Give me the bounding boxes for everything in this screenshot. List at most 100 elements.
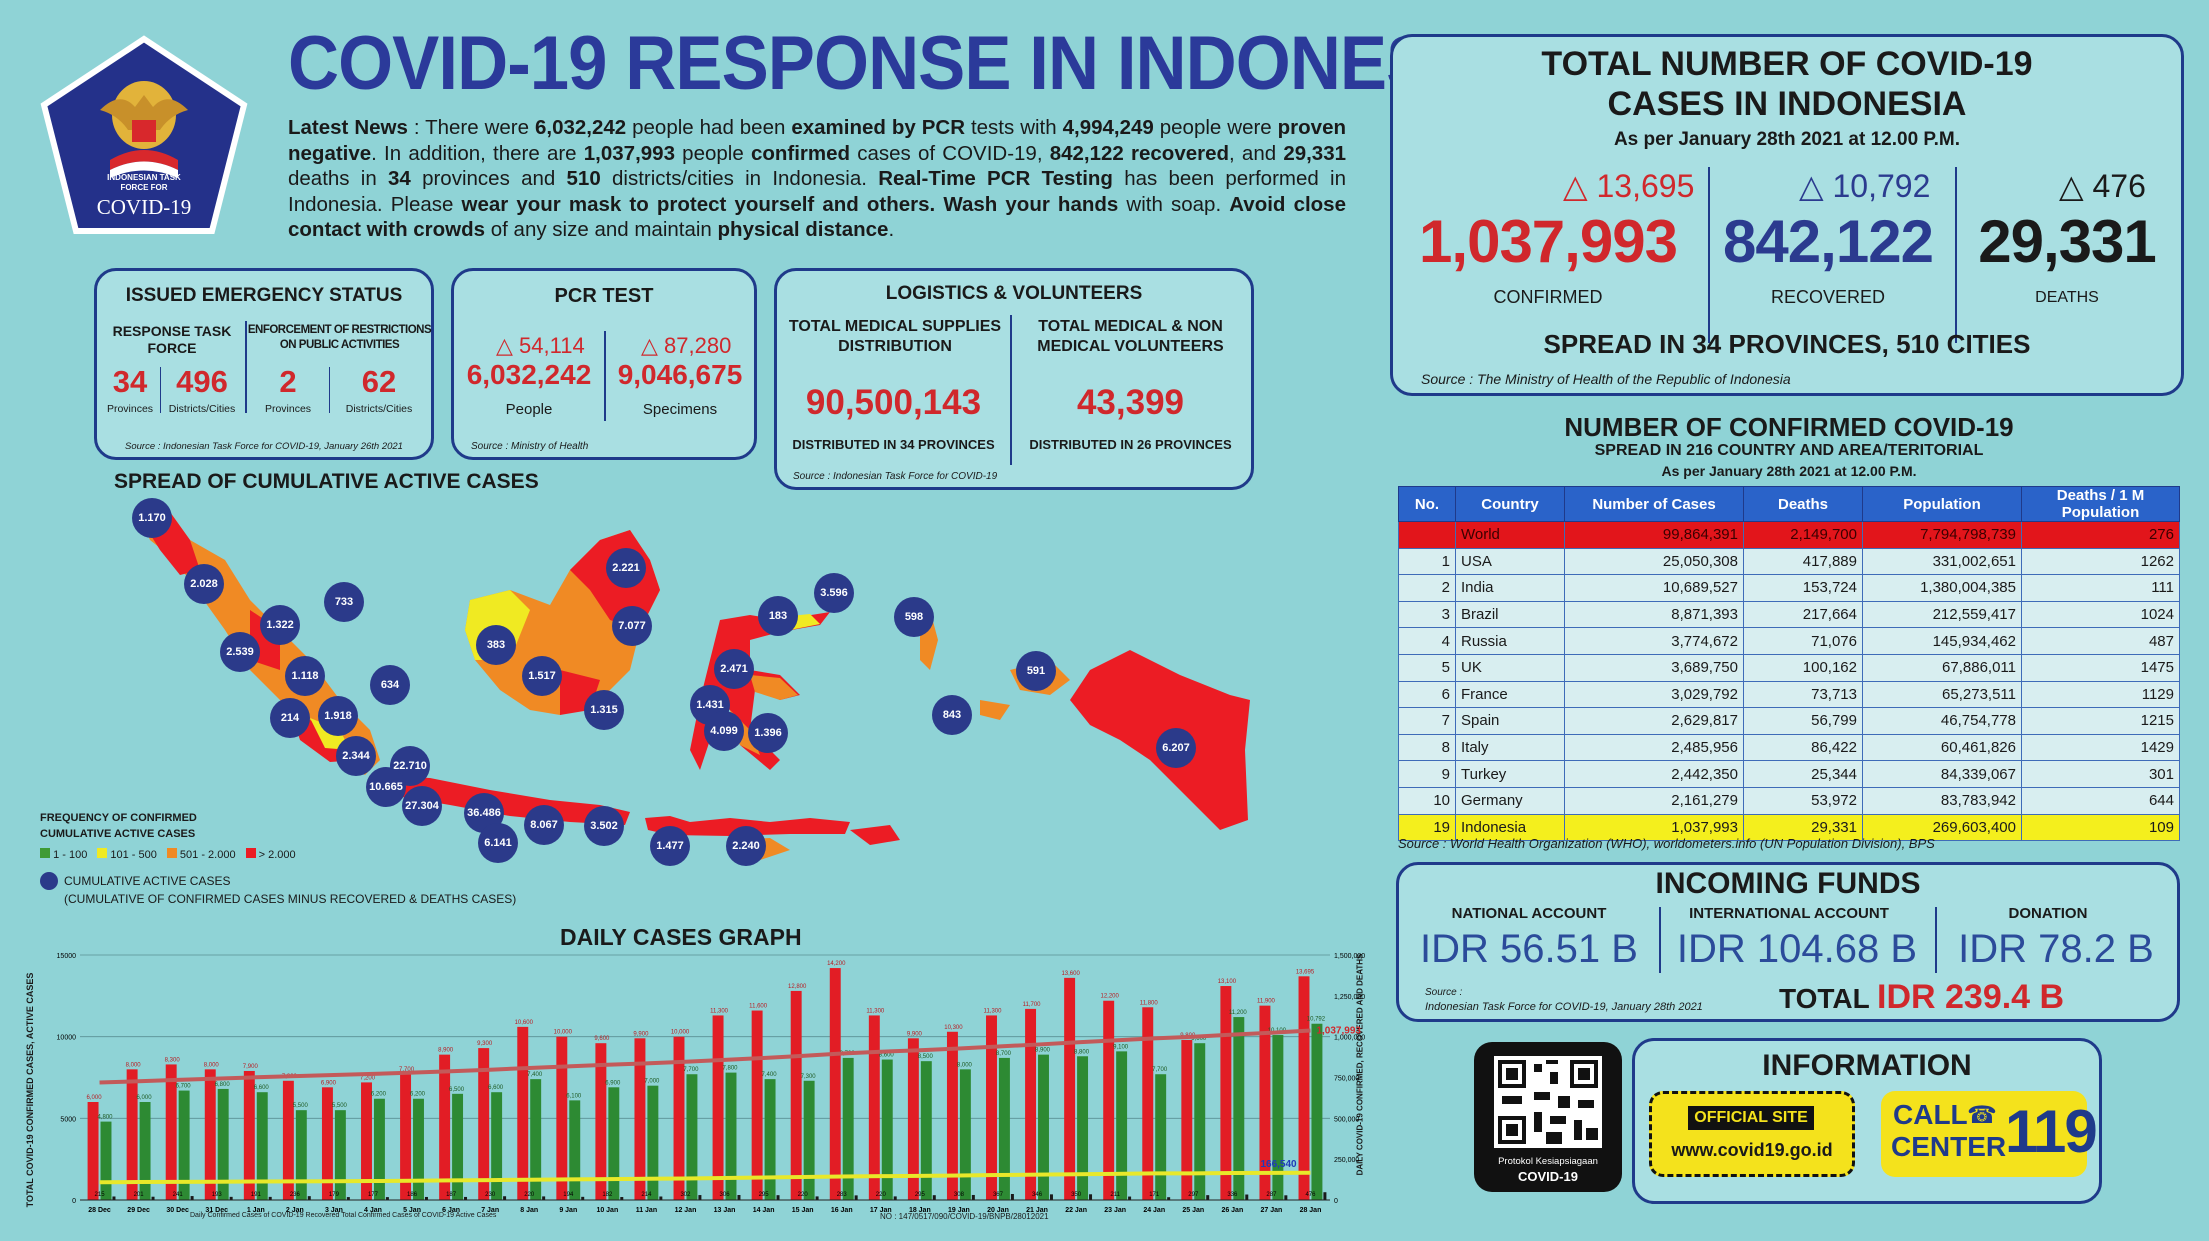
donation-label: DONATION bbox=[2008, 905, 2088, 922]
x-tick-label: 18 Jan bbox=[909, 1207, 931, 1214]
donation-value: IDR 78.2 B bbox=[1958, 927, 2154, 971]
bar-recovered bbox=[1233, 1017, 1245, 1200]
map-title: SPREAD OF CUMULATIVE ACTIVE CASES bbox=[114, 470, 539, 493]
bar-deaths bbox=[659, 1196, 663, 1200]
table-cell: 276 bbox=[2021, 521, 2180, 549]
emergency-status-panel: ISSUED EMERGENCY STATUS RESPONSE TASK FO… bbox=[94, 268, 434, 460]
y2-tick-label: 0 bbox=[1334, 1198, 1338, 1205]
bar-recovered bbox=[725, 1072, 737, 1200]
pcr-specimen-increase: △ 87,280 bbox=[641, 333, 732, 358]
qr-code-card[interactable]: Protokol Kesiapsiagaan COVID-19 bbox=[1474, 1042, 1622, 1192]
map-case-dot: 3.502 bbox=[584, 806, 624, 846]
restriction-provinces-value: 2 bbox=[279, 364, 297, 399]
bar-recovered bbox=[647, 1085, 659, 1200]
confirmed-data-label: 11,800 bbox=[1140, 1000, 1159, 1006]
deaths-data-label: 476 bbox=[1305, 1192, 1316, 1198]
bar-confirmed bbox=[790, 990, 802, 1200]
logo-shield-icon bbox=[40, 35, 248, 234]
deaths-total: 29,331 bbox=[1978, 208, 2157, 275]
legend-title-2: CUMULATIVE ACTIVE CASES bbox=[40, 828, 196, 840]
table-row: 9 Turkey 2,442,350 25,344 84,339,067 301 bbox=[1398, 760, 2180, 788]
table-cell: 1475 bbox=[2021, 653, 2180, 682]
bar-confirmed bbox=[829, 968, 841, 1200]
x-tick-label: 15 Jan bbox=[792, 1207, 814, 1214]
recovered-data-label: 4,800 bbox=[97, 1115, 113, 1121]
recovered-data-label: 7,400 bbox=[527, 1072, 543, 1078]
confirmed-label: CONFIRMED bbox=[1493, 287, 1603, 307]
legend-item: 1 - 100 bbox=[40, 848, 87, 861]
confirmed-data-label: 9,600 bbox=[594, 1036, 610, 1042]
bar-deaths bbox=[1284, 1195, 1288, 1200]
bar-deaths bbox=[581, 1196, 585, 1200]
map-case-dot: 598 bbox=[894, 597, 934, 637]
table-cell: 86,422 bbox=[1743, 733, 1863, 762]
bar-recovered bbox=[764, 1079, 776, 1200]
table-cell: 111 bbox=[2021, 574, 2180, 602]
official-site-badge[interactable]: OFFICIAL SITE www.covid19.go.id bbox=[1649, 1091, 1855, 1177]
recovered-data-label: 8,600 bbox=[879, 1053, 895, 1059]
confirmed-data-label: 6,000 bbox=[87, 1095, 103, 1101]
bar-deaths bbox=[1323, 1192, 1327, 1200]
deaths-data-label: 350 bbox=[1071, 1192, 1082, 1198]
bar-recovered bbox=[881, 1059, 893, 1200]
qr-caption-2: COVID-19 bbox=[1518, 1169, 1578, 1184]
bar-recovered bbox=[100, 1121, 112, 1200]
table-row-world: World 99,864,391 2,149,700 7,794,798,739 276 bbox=[1398, 521, 2180, 549]
map-case-dot: 4.099 bbox=[704, 711, 744, 751]
table-cell: 71,076 bbox=[1743, 627, 1863, 655]
table-cell: India bbox=[1455, 574, 1565, 602]
recovered-data-label: 9,600 bbox=[1191, 1036, 1207, 1042]
recovered-data-label: 6,200 bbox=[371, 1092, 387, 1098]
task-force-logo: INDONESIAN TASK FORCE FOR COVID-19 bbox=[40, 35, 248, 235]
table-cell: Germany bbox=[1455, 786, 1565, 815]
bar-recovered bbox=[452, 1093, 464, 1200]
task-force-cities-label: Districts/Cities bbox=[168, 403, 236, 415]
bar-confirmed bbox=[868, 1015, 880, 1200]
bar-recovered bbox=[178, 1090, 190, 1200]
bar-recovered bbox=[491, 1092, 503, 1200]
confirmed-data-label: 8,300 bbox=[165, 1057, 181, 1063]
x-tick-label: 31 Dec bbox=[205, 1207, 228, 1214]
legend-title-1: FREQUENCY OF CONFIRMED bbox=[40, 812, 197, 824]
bar-confirmed bbox=[1103, 1000, 1115, 1200]
bar-deaths bbox=[1049, 1194, 1053, 1200]
y2-tick-label: 1,250,000 bbox=[1334, 994, 1365, 1001]
confirmed-data-label: 6,900 bbox=[321, 1080, 337, 1086]
bar-deaths bbox=[698, 1195, 702, 1200]
bar-confirmed bbox=[1064, 977, 1076, 1200]
official-site-url[interactable]: www.covid19.go.id bbox=[1671, 1140, 1833, 1160]
x-tick-label: 16 Jan bbox=[831, 1207, 853, 1214]
call-center-badge[interactable]: CALL CENTER ☎ 119 bbox=[1881, 1091, 2098, 1177]
deaths-increase: △ 476 bbox=[2059, 168, 2146, 204]
bar-confirmed bbox=[1220, 986, 1232, 1200]
table-cell: 109 bbox=[2021, 813, 2180, 842]
information-panel: INFORMATION OFFICIAL SITE www.covid19.go… bbox=[1632, 1038, 2102, 1204]
y-tick-label: 10000 bbox=[57, 1035, 77, 1042]
task-force-provinces-value: 34 bbox=[112, 364, 148, 399]
recovered-data-label: 7,300 bbox=[801, 1074, 817, 1080]
table-cell: World bbox=[1455, 521, 1565, 549]
national-account-value: IDR 56.51 B bbox=[1420, 927, 1638, 971]
deaths-data-label: 302 bbox=[680, 1192, 691, 1198]
confirmed-data-label: 13,600 bbox=[1061, 971, 1080, 977]
confirmed-data-label: 11,300 bbox=[866, 1008, 885, 1014]
col-deaths: Deaths bbox=[1743, 486, 1863, 522]
x-tick-label: 23 Jan bbox=[1104, 1207, 1126, 1214]
col-cases: Number of Cases bbox=[1564, 486, 1744, 522]
deaths-data-label: 367 bbox=[993, 1192, 1004, 1198]
bar-confirmed bbox=[321, 1087, 333, 1200]
bar-confirmed bbox=[478, 1048, 490, 1200]
deaths-data-label: 201 bbox=[134, 1192, 145, 1198]
table-row: 8 Italy 2,485,956 86,422 60,461,826 1429 bbox=[1398, 733, 2180, 762]
table-cell: 1 bbox=[1398, 547, 1456, 576]
deaths-data-label: 236 bbox=[290, 1192, 301, 1198]
map-case-dot: 7.077 bbox=[612, 606, 652, 646]
confirmed-data-label: 10,600 bbox=[515, 1020, 534, 1026]
table-row: 7 Spain 2,629,817 56,799 46,754,778 1215 bbox=[1398, 707, 2180, 735]
legend-dot-note: (CUMULATIVE OF CONFIRMED CASES MINUS REC… bbox=[64, 892, 517, 906]
confirmed-data-label: 8,000 bbox=[204, 1062, 220, 1068]
table-cell: 67,886,011 bbox=[1862, 653, 2022, 682]
bar-deaths bbox=[542, 1196, 546, 1200]
confirmed-data-label: 14,200 bbox=[827, 961, 846, 967]
bar-confirmed bbox=[361, 1082, 372, 1200]
